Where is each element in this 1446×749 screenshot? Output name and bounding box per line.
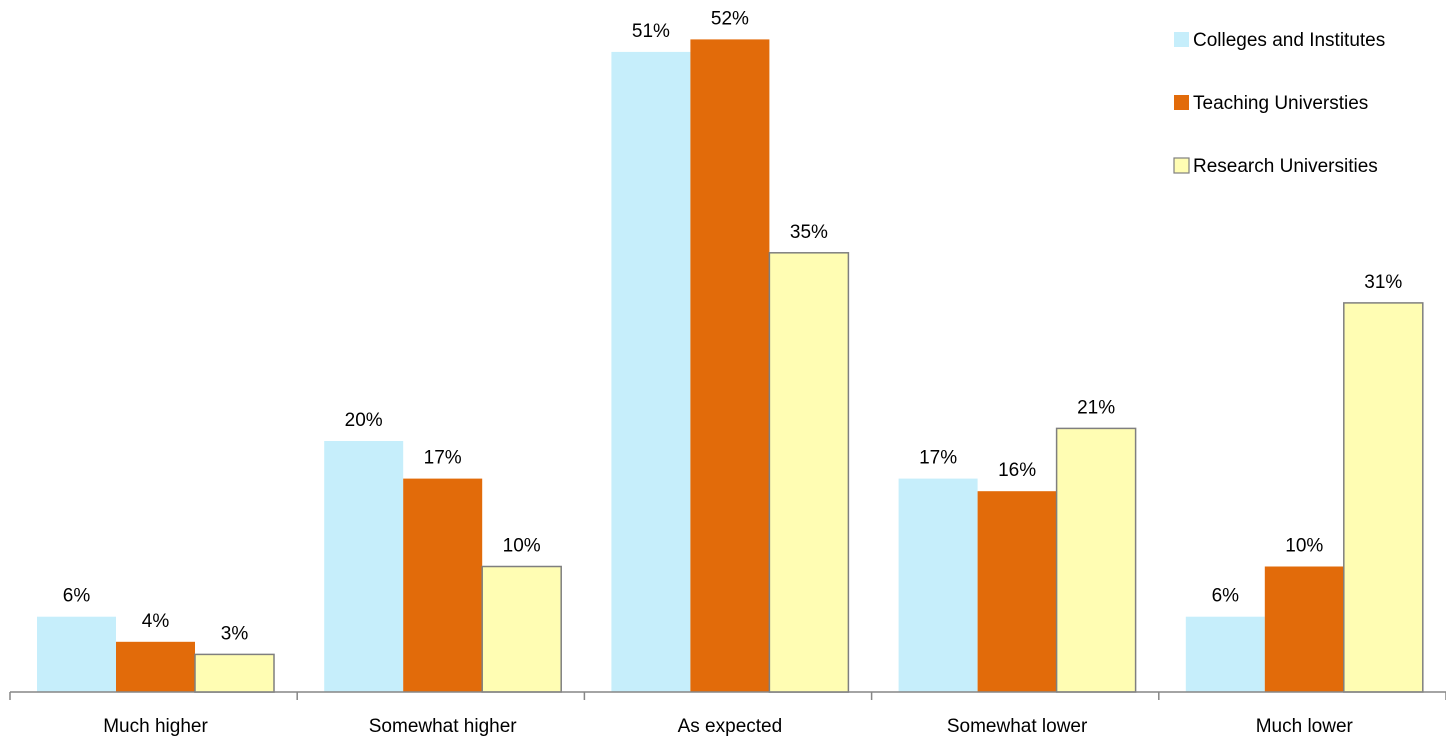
data-label-teaching-universties-much-lower: 10% [1285, 536, 1323, 557]
bar-research-universities-somewhat-higher [481, 565, 562, 693]
data-labels-layer: 6% 4% 3% 20% 17% 10% 51% 52% 35% 17% 16% 21% 6% 10% 31… [63, 8, 1403, 644]
legend-swatch-colleges-and-institutes [1174, 32, 1189, 47]
data-label-teaching-universties-somewhat-higher: 17% [424, 448, 462, 469]
data-label-colleges-and-institutes-much-lower: 6% [1212, 586, 1240, 607]
x-tick-label-much-higher: Much higher [103, 716, 208, 737]
data-label-research-universities-as-expected: 35% [790, 222, 828, 243]
bar-colleges-and-institutes-as-expected [611, 51, 691, 692]
bar-colleges-and-institutes-somewhat-lower [898, 478, 978, 692]
bar-teaching-universties-somewhat-higher [403, 478, 483, 692]
data-label-colleges-and-institutes-as-expected: 51% [632, 21, 670, 42]
x-tick-label-somewhat-lower: Somewhat lower [947, 716, 1088, 737]
legend-label-colleges-and-institutes: Colleges and Institutes [1193, 30, 1385, 51]
data-label-colleges-and-institutes-much-higher: 6% [63, 586, 91, 607]
data-label-colleges-and-institutes-somewhat-lower: 17% [919, 448, 957, 469]
bar-colleges-and-institutes-much-higher [37, 616, 116, 692]
data-label-colleges-and-institutes-somewhat-higher: 20% [345, 410, 383, 431]
x-tick-label-somewhat-higher: Somewhat higher [369, 716, 518, 737]
x-axis: Much higher Somewhat higher As expected Som… [9, 691, 1446, 737]
data-label-teaching-universties-much-higher: 4% [142, 611, 170, 632]
data-label-research-universities-much-higher: 3% [221, 623, 249, 644]
data-label-research-universities-much-lower: 31% [1364, 272, 1402, 293]
bar-teaching-universties-somewhat-lower [977, 491, 1057, 692]
data-label-research-universities-somewhat-higher: 10% [503, 536, 541, 557]
legend-swatch-research-universities [1173, 157, 1190, 174]
bar-teaching-universties-much-lower [1264, 566, 1344, 692]
legend: Colleges and Institutes Teaching Universt… [1173, 30, 1385, 177]
data-label-teaching-universties-as-expected: 52% [711, 8, 749, 29]
bar-colleges-and-institutes-much-lower [1185, 616, 1265, 692]
bar-colleges-and-institutes-somewhat-higher [324, 441, 404, 692]
bars-layer [37, 39, 1424, 693]
legend-item-colleges-and-institutes: Colleges and Institutes [1174, 30, 1385, 51]
legend-label-research-universities: Research Universities [1193, 156, 1378, 177]
x-tick-label-much-lower: Much lower [1256, 716, 1354, 737]
data-label-research-universities-somewhat-lower: 21% [1077, 397, 1115, 418]
bar-teaching-universties-as-expected [690, 39, 770, 692]
x-tick-label-as-expected: As expected [678, 716, 783, 737]
bar-research-universities-much-lower [1343, 302, 1424, 693]
bar-research-universities-as-expected [768, 252, 850, 693]
legend-swatch-teaching-universties [1174, 95, 1189, 110]
data-label-teaching-universties-somewhat-lower: 16% [998, 460, 1036, 481]
legend-item-research-universities: Research Universities [1173, 156, 1378, 177]
bar-research-universities-much-higher [194, 653, 275, 693]
bar-research-universities-somewhat-lower [1055, 427, 1137, 693]
legend-item-teaching-universties: Teaching Universties [1174, 93, 1368, 114]
bar-teaching-universties-much-higher [116, 641, 195, 692]
legend-label-teaching-universties: Teaching Universties [1193, 93, 1368, 114]
